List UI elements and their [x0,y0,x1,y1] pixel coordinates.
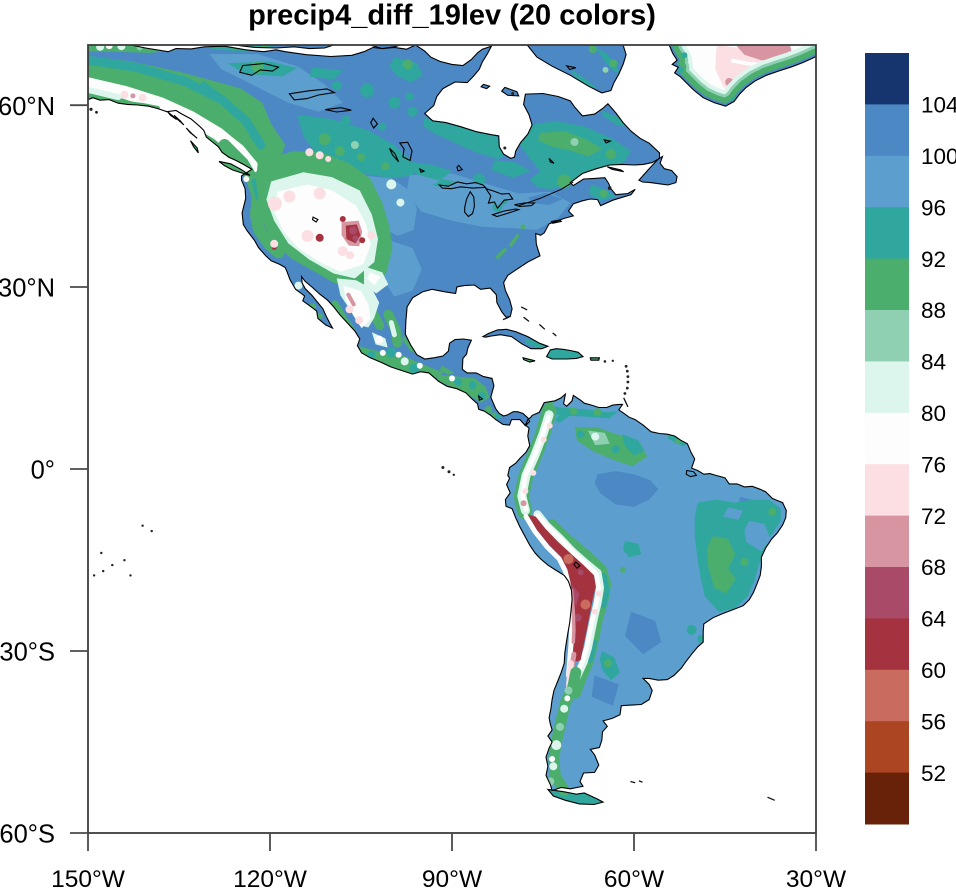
svg-text:96: 96 [921,195,946,220]
svg-text:60°S: 60°S [0,821,55,849]
svg-text:72: 72 [921,504,946,529]
svg-text:30°N: 30°N [0,275,55,303]
svg-text:150°W: 150°W [51,866,126,888]
svg-text:30°S: 30°S [0,639,55,667]
svg-text:80: 80 [921,401,946,426]
svg-text:56: 56 [921,709,946,734]
svg-text:60°N: 60°N [0,93,55,121]
svg-text:92: 92 [921,247,946,272]
svg-text:0°: 0° [31,457,55,485]
svg-text:60: 60 [921,658,946,683]
svg-text:68: 68 [921,555,946,580]
svg-text:120°W: 120°W [233,866,308,888]
svg-text:64: 64 [921,607,946,632]
svg-text:52: 52 [921,761,946,786]
svg-text:84: 84 [921,350,946,375]
svg-text:90°W: 90°W [422,866,483,888]
svg-text:88: 88 [921,298,946,323]
svg-text:60°W: 60°W [604,866,665,888]
svg-text:104: 104 [921,93,956,118]
svg-text:100: 100 [921,144,956,169]
svg-text:30°W: 30°W [786,866,847,888]
svg-text:76: 76 [921,452,946,477]
svg-text:precip4_diff_19lev (20 colors): precip4_diff_19lev (20 colors) [248,0,656,32]
